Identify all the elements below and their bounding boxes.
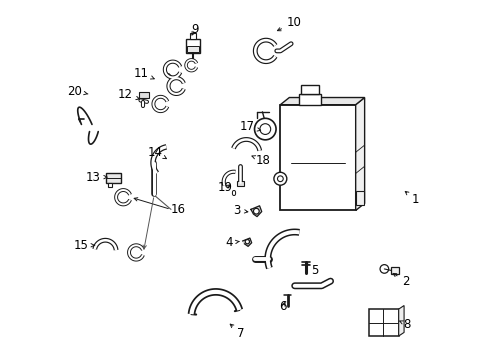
Text: 2: 2 [392, 274, 409, 288]
Text: 15: 15 [74, 239, 94, 252]
Text: 14: 14 [147, 145, 166, 159]
Text: 1: 1 [405, 192, 418, 206]
Polygon shape [250, 206, 261, 217]
Bar [301, 85, 318, 94]
Circle shape [254, 118, 276, 140]
Polygon shape [398, 306, 403, 336]
Text: 7: 7 [230, 324, 244, 340]
Polygon shape [355, 98, 364, 211]
Polygon shape [242, 238, 251, 246]
Text: 9: 9 [191, 23, 199, 36]
Bar [187, 46, 199, 51]
Text: 3: 3 [233, 204, 247, 217]
Circle shape [260, 124, 270, 134]
Text: 4: 4 [225, 236, 239, 249]
Circle shape [379, 265, 388, 273]
Text: 8: 8 [399, 318, 409, 331]
Bar [368, 309, 398, 336]
Text: 12: 12 [118, 88, 139, 101]
Bar [106, 173, 121, 183]
Circle shape [273, 172, 286, 185]
Circle shape [277, 176, 283, 181]
Text: 6: 6 [279, 300, 286, 313]
Bar [186, 39, 200, 53]
Text: 11: 11 [133, 67, 154, 80]
Bar [299, 94, 320, 105]
Text: 20: 20 [67, 85, 88, 98]
Circle shape [253, 208, 259, 214]
Text: 18: 18 [251, 154, 269, 167]
Bar [280, 105, 355, 211]
Bar [139, 92, 148, 98]
Bar [190, 33, 196, 39]
Text: 10: 10 [277, 17, 301, 31]
Text: 19: 19 [218, 181, 233, 194]
Bar [355, 191, 363, 205]
Bar [107, 183, 112, 187]
Circle shape [244, 239, 249, 244]
Text: 17: 17 [239, 121, 260, 134]
Bar [390, 267, 398, 274]
Polygon shape [280, 98, 364, 105]
Text: 5: 5 [305, 264, 318, 277]
Bar [236, 181, 244, 186]
Text: 13: 13 [85, 171, 107, 184]
Text: 16: 16 [171, 203, 185, 216]
